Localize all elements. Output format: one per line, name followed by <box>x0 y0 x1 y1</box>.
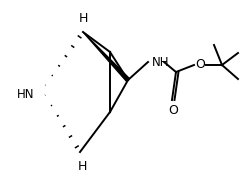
Text: NH: NH <box>152 56 170 69</box>
Polygon shape <box>83 32 130 81</box>
Text: H: H <box>77 159 87 172</box>
Text: O: O <box>195 59 205 72</box>
Text: O: O <box>168 104 178 117</box>
Text: HN: HN <box>16 88 34 101</box>
Text: H: H <box>78 12 88 25</box>
